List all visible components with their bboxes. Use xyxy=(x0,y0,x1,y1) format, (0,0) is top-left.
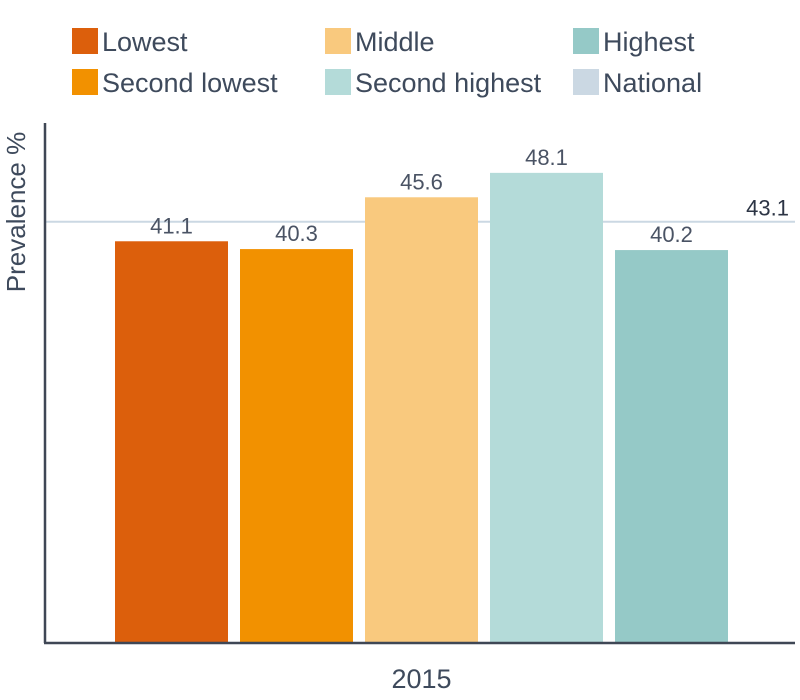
bar-highest xyxy=(615,250,728,643)
legend-label-second-lowest: Second lowest xyxy=(102,68,278,98)
legend: Lowest Second lowest Middle Second highest H… xyxy=(72,27,702,98)
bar-lowest xyxy=(115,241,228,643)
legend-swatch-second-lowest xyxy=(72,69,98,95)
y-axis-title: Prevalence % xyxy=(1,132,31,292)
value-label-highest: 40.2 xyxy=(650,222,693,247)
bar-second-highest xyxy=(490,172,603,644)
legend-label-middle: Middle xyxy=(355,27,435,57)
value-label-middle: 45.6 xyxy=(400,169,443,194)
value-label-lowest: 41.1 xyxy=(150,213,193,238)
x-tick-label: 2015 xyxy=(391,664,451,694)
legend-label-highest: Highest xyxy=(603,27,695,57)
value-label-second-lowest: 40.3 xyxy=(275,221,318,246)
bar-second-lowest xyxy=(240,249,353,644)
legend-swatch-national xyxy=(573,69,599,95)
legend-swatch-highest xyxy=(573,28,599,54)
legend-swatch-middle xyxy=(325,28,351,54)
legend-swatch-lowest xyxy=(72,28,98,54)
reference-line-label: 43.1 xyxy=(746,196,789,221)
legend-label-second-highest: Second highest xyxy=(355,68,542,98)
value-label-second-highest: 48.1 xyxy=(525,145,568,170)
plot-area: 41.1 40.3 45.6 48.1 40.2 43.1 2015 xyxy=(43,123,795,694)
bar-middle xyxy=(365,197,478,644)
legend-swatch-second-highest xyxy=(325,69,351,95)
legend-label-lowest: Lowest xyxy=(102,27,188,57)
legend-label-national: National xyxy=(603,68,702,98)
